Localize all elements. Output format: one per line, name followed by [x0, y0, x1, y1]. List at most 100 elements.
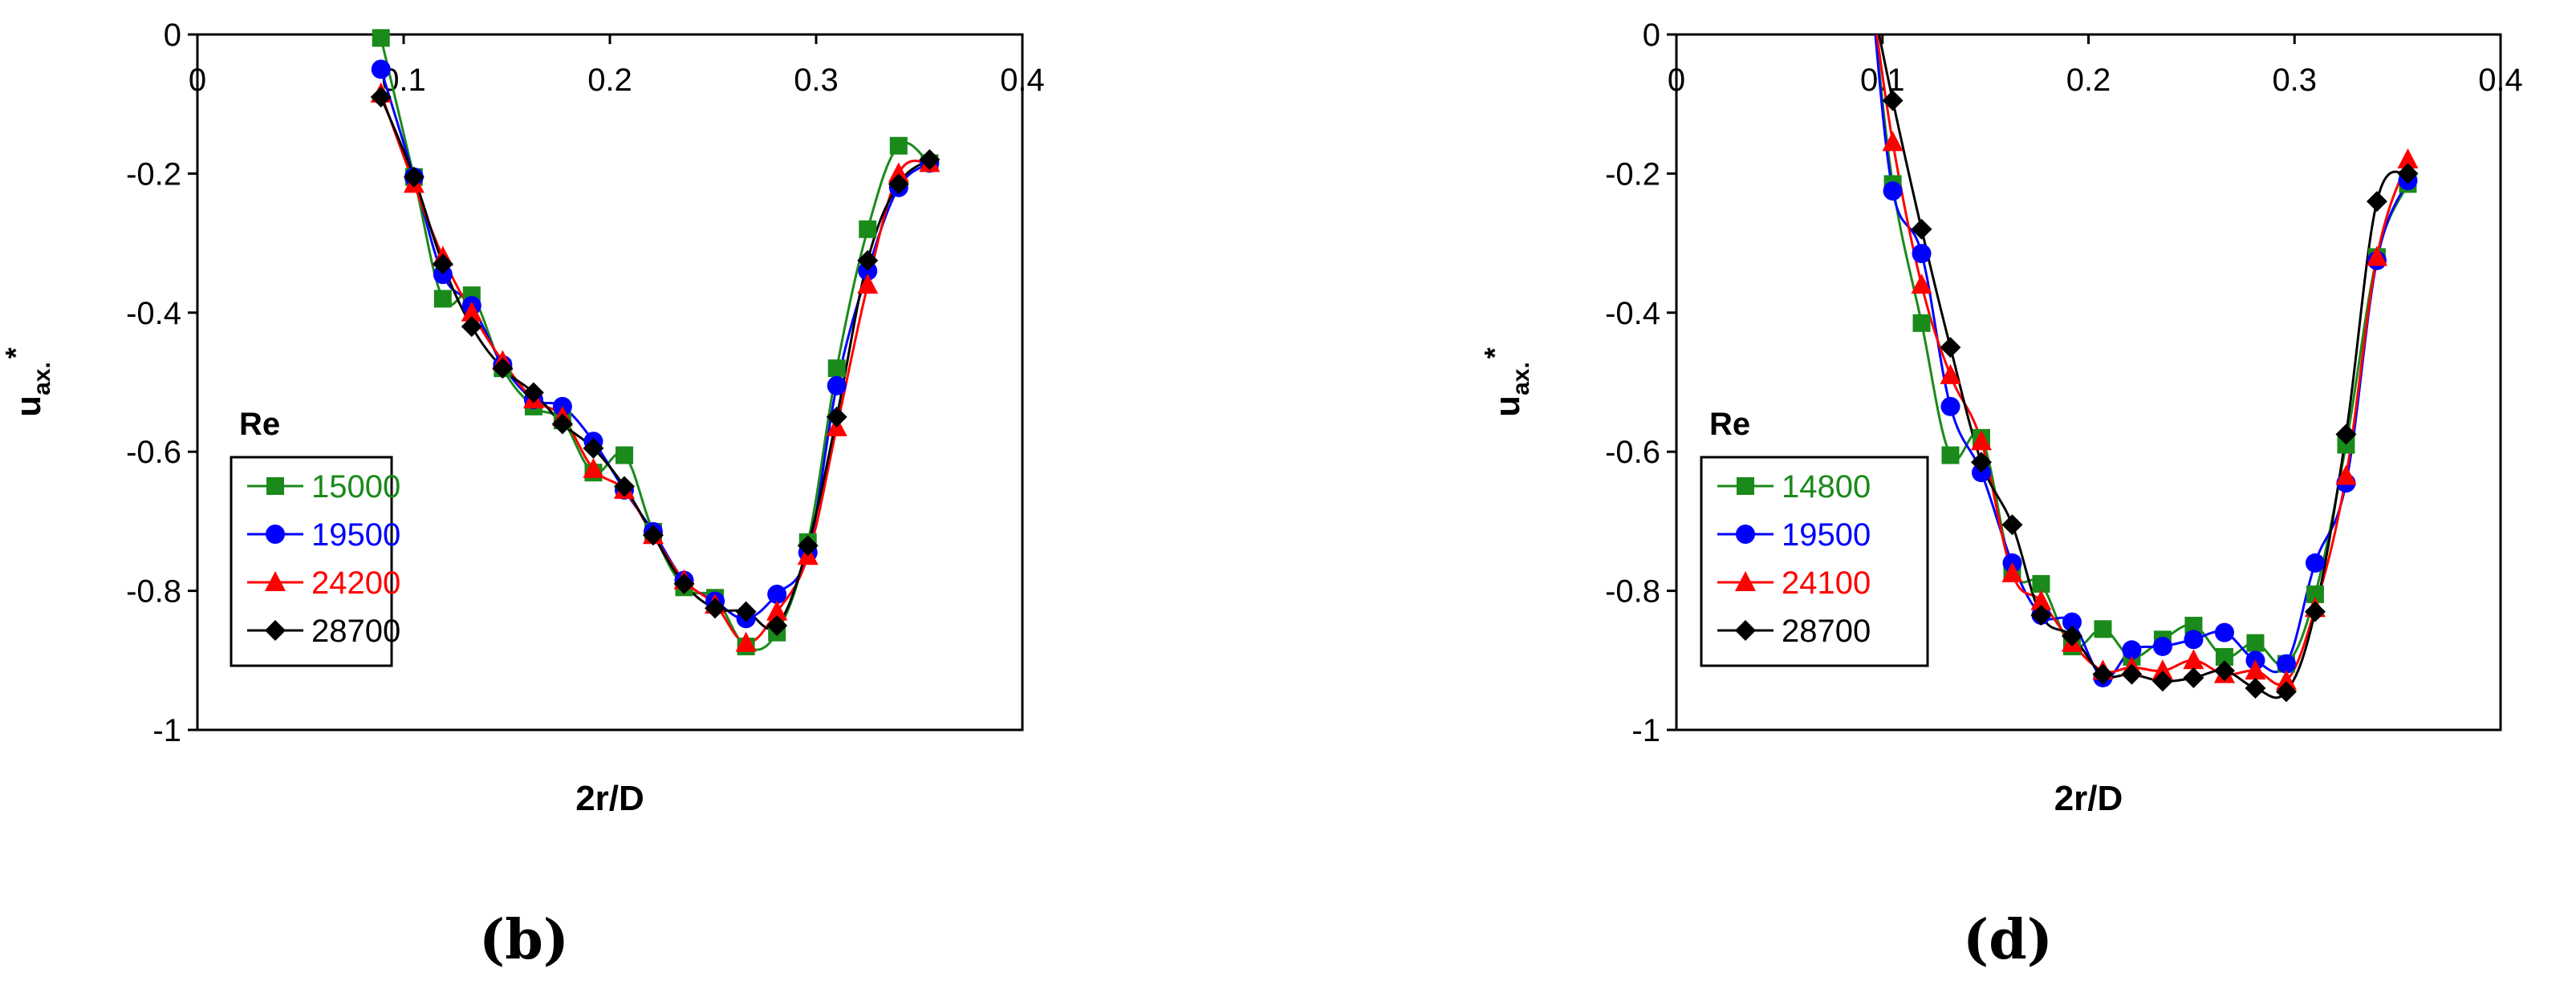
x-tick-label: 0.2 [587, 63, 632, 98]
data-point-24100 [1970, 430, 1992, 451]
legend-marker [1735, 620, 1756, 641]
data-point-19500 [2305, 553, 2325, 573]
data-point-28700 [857, 249, 879, 271]
data-point-14800 [2337, 436, 2355, 454]
data-point-15000 [889, 136, 908, 155]
y-tick-label: -0.6 [1605, 435, 1660, 470]
legend-title: Re [239, 407, 280, 442]
data-point-14800 [1912, 314, 1931, 332]
data-point-15000 [859, 220, 877, 238]
data-point-28700 [673, 573, 695, 594]
y-tick-label: 0 [1643, 18, 1660, 53]
data-point-24100 [1911, 274, 1932, 294]
legend-label: 19500 [1782, 517, 1871, 553]
data-point-28700 [2092, 663, 2114, 685]
data-point-24100 [2030, 590, 2052, 610]
data-point-24200 [735, 631, 757, 652]
x-axis-label: 2r/D [575, 779, 644, 818]
y-tick-label: 0 [164, 18, 181, 53]
data-point-24100 [2335, 464, 2357, 485]
data-point-15000 [433, 290, 452, 308]
y-tick-label: -0.2 [126, 156, 181, 192]
data-point-28700 [797, 535, 819, 557]
series-lines [380, 37, 931, 651]
x-tick-label: 0.2 [2066, 63, 2111, 98]
data-point-19500 [767, 584, 787, 604]
legend-marker [1737, 477, 1754, 495]
data-point-19500 [1971, 463, 1991, 483]
data-point-28700 [888, 173, 909, 195]
legend-marker [1735, 571, 1756, 591]
data-point-28700 [2397, 163, 2419, 184]
y-axis-label: uax.* [1478, 347, 1534, 417]
y-axis-label: uax.* [0, 347, 55, 417]
data-point-24100 [2397, 148, 2419, 169]
data-point-28700 [522, 382, 544, 403]
data-point-14800 [2184, 616, 2203, 634]
legend-marker [266, 477, 284, 495]
data-point-24200 [461, 301, 482, 322]
data-point-24100 [2183, 649, 2204, 670]
legend-marker [1736, 525, 1755, 544]
data-point-19500 [2184, 630, 2204, 650]
legend-label: 28700 [311, 614, 400, 649]
data-point-24200 [857, 274, 879, 294]
data-point-28700 [2304, 601, 2326, 622]
legend-marker [266, 525, 285, 544]
series-markers [1882, 90, 2419, 703]
data-point-19500 [2062, 612, 2082, 632]
legend: 14800 19500 24100 28700 [1700, 456, 1929, 667]
data-point-19500 [433, 265, 453, 285]
x-tick-label: 0.3 [2272, 63, 2317, 98]
x-tick-label: 0 [189, 63, 206, 98]
data-point-28700 [2151, 671, 2173, 692]
data-point-28700 [1882, 90, 1904, 111]
data-point-14800 [1941, 446, 1960, 464]
data-point-28700 [613, 476, 635, 497]
data-point-28700 [1970, 452, 1992, 473]
panel-label: (b) [479, 908, 569, 972]
data-point-28700 [2061, 625, 2082, 646]
data-point-24100 [2001, 561, 2023, 582]
data-point-19500 [1883, 181, 1903, 201]
panel-label: (d) [1963, 908, 2053, 972]
data-point-15000 [372, 29, 390, 47]
data-point-15000 [827, 359, 846, 378]
data-point-28700 [2245, 677, 2266, 699]
data-point-19500 [827, 375, 847, 395]
data-point-15000 [615, 446, 633, 464]
series-line-19500 [1874, 34, 2409, 680]
data-point-14800 [2094, 620, 2112, 638]
chart-panel-b: 0-0.2-0.4-0.6-0.8-10 0.1 0.2 0.3 0.42r/Duax.… [0, 18, 1045, 972]
data-point-24100 [2366, 245, 2387, 266]
data-point-28700 [1911, 218, 1932, 240]
legend-label: 15000 [311, 469, 400, 505]
legend-label: 28700 [1782, 614, 1871, 649]
chart-panel-d: 0-0.2-0.4-0.6-0.8-10 0.1 0.2 0.3 0.42r/Duax.… [1478, 18, 2523, 972]
y-tick-label: -0.8 [1605, 574, 1660, 610]
data-point-24200 [888, 162, 909, 183]
data-point-28700 [583, 437, 604, 459]
y-tick-label: -0.6 [126, 435, 181, 470]
data-point-28700 [551, 413, 573, 435]
legend-marker [265, 620, 286, 641]
data-point-28700 [2183, 667, 2204, 688]
legend-marker [265, 571, 286, 591]
data-point-24200 [583, 457, 604, 478]
data-point-28700 [705, 598, 726, 619]
data-point-28700 [826, 406, 847, 428]
series-line-28700 [380, 96, 931, 630]
legend-label: 14800 [1782, 469, 1871, 505]
data-point-28700 [766, 614, 788, 636]
data-point-19500 [858, 261, 878, 281]
legend-title: Re [1709, 407, 1750, 442]
x-axis-label: 2r/D [2054, 779, 2123, 818]
data-point-19500 [2276, 654, 2296, 674]
data-point-24100 [1940, 363, 1961, 384]
legend: 15000 19500 24200 28700 [230, 456, 400, 667]
y-tick-label: -0.2 [1605, 156, 1660, 192]
data-point-28700 [432, 253, 453, 275]
data-point-28700 [2030, 604, 2052, 626]
data-point-28700 [735, 601, 757, 622]
legend-label: 24100 [1782, 565, 1871, 601]
